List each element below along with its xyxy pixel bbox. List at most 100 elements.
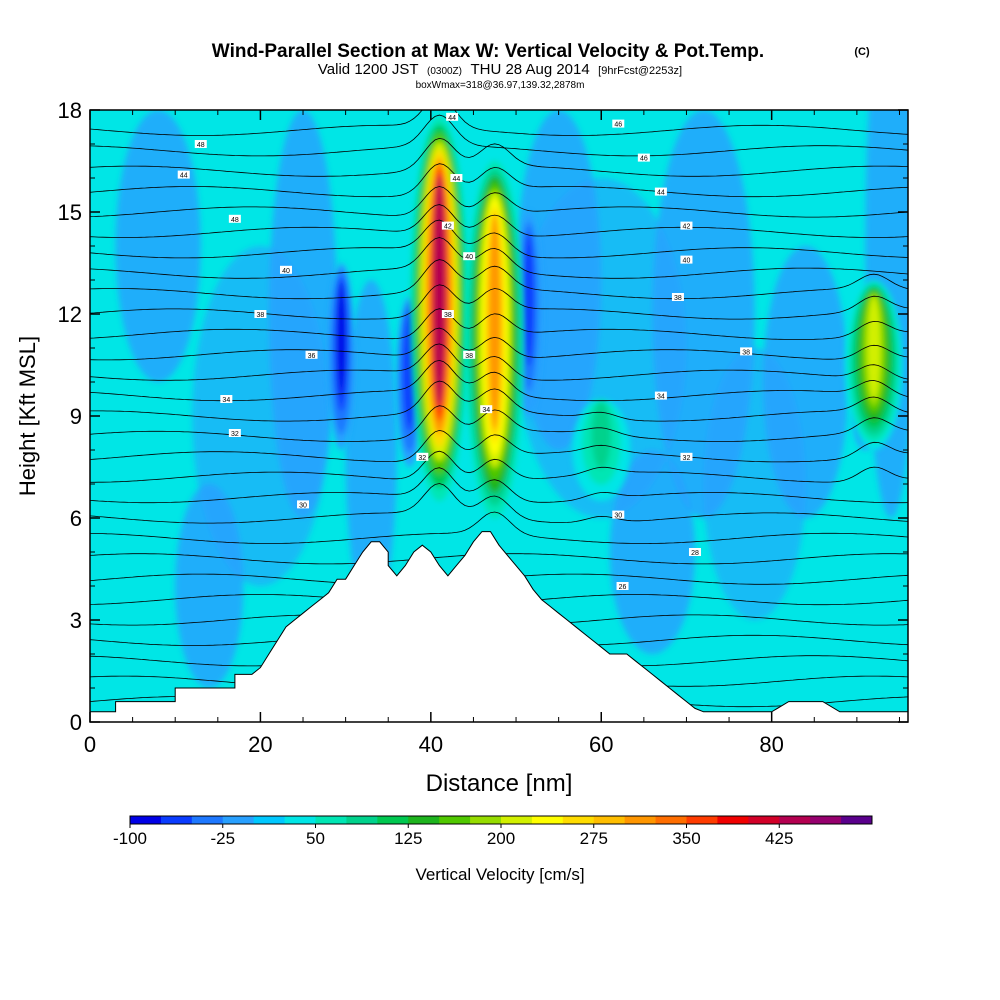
y-tick-label: 18 — [58, 98, 82, 123]
downdraft-band — [337, 282, 346, 396]
colorbar-swatch — [531, 816, 564, 824]
contour-label-text: 44 — [180, 173, 188, 180]
contour-label-text: 34 — [657, 394, 665, 401]
colorbar-tick-label: -100 — [113, 829, 147, 848]
theta-contour-label: 32 — [228, 429, 241, 438]
contour-label-text: 44 — [452, 176, 460, 183]
contour-label-text: 46 — [614, 122, 622, 129]
colorbar-swatch — [501, 816, 533, 824]
theta-contour-label: 48 — [194, 140, 207, 149]
theta-contour-label: 48 — [228, 214, 241, 224]
theta-contour-line — [90, 429, 908, 463]
contour-label-text: 46 — [640, 156, 648, 163]
theta-contour-label: 38 — [463, 350, 476, 360]
y-tick-label: 12 — [58, 302, 82, 327]
colorbar-swatch — [191, 816, 224, 824]
contour-label-text: 32 — [231, 431, 239, 438]
theta-contour-label: 44 — [177, 170, 190, 180]
contour-label-bg — [612, 510, 625, 519]
contour-label-bg — [297, 500, 310, 509]
y-axis-label: Height [Kft MSL] — [15, 336, 40, 496]
contour-label-bg — [740, 347, 753, 356]
colorbar-swatch — [315, 816, 347, 824]
copyright-mark: (C) — [854, 46, 870, 58]
contour-label-bg — [654, 391, 667, 400]
theta-contour-label: 38 — [441, 310, 454, 319]
contour-label-text: 38 — [257, 312, 265, 319]
theta-contour-label: 42 — [441, 221, 454, 231]
colorbar-tick-label: 200 — [487, 829, 515, 848]
colorbar-swatch — [284, 816, 316, 824]
updraft-core — [465, 161, 524, 518]
plot-area: 4844484038363432304444424038383432464644… — [58, 98, 909, 757]
contour-label-bg — [446, 112, 459, 121]
contour-label-bg — [279, 265, 292, 274]
y-tick-label: 6 — [70, 506, 82, 531]
contour-label-bg — [228, 429, 241, 437]
valid-time-line: Valid 1200 JST (0300Z) THU 28 Aug 2014 [… — [318, 61, 682, 78]
theta-contour-line — [90, 450, 908, 483]
contour-label-text: 34 — [222, 397, 230, 404]
contour-label-text: 38 — [465, 353, 473, 360]
colorbar-swatch — [222, 816, 255, 824]
x-tick-label: 20 — [248, 732, 272, 757]
theta-contour-line — [90, 511, 908, 544]
theta-contour-label: 44 — [654, 187, 667, 197]
updraft-band — [433, 174, 446, 408]
colorbar-swatch — [717, 816, 749, 824]
contour-label-text: 34 — [482, 407, 490, 414]
theta-contour-line — [90, 380, 908, 422]
updraft-core — [572, 399, 631, 501]
theta-contour-label: 32 — [680, 452, 693, 462]
contour-label-text: 48 — [231, 217, 239, 224]
updraft-band — [595, 401, 608, 464]
contour-label-text: 44 — [657, 190, 665, 197]
colorbar-tick-label: 125 — [394, 829, 422, 848]
downdraft-band — [524, 234, 534, 359]
theta-contour-label: 40 — [279, 265, 292, 275]
contour-label-bg — [463, 350, 476, 359]
colorbar-label: Vertical Velocity [cm/s] — [415, 865, 584, 884]
colorbar-swatch — [439, 816, 471, 824]
theta-contour-label: 34 — [480, 405, 493, 414]
theta-contour-label: 34 — [220, 395, 233, 404]
contour-label-text: 36 — [308, 353, 316, 360]
theta-contour-label: 30 — [297, 500, 310, 509]
contour-label-text: 30 — [614, 513, 622, 520]
theta-contour-line — [90, 259, 908, 300]
colorbar-tick-label: 350 — [672, 829, 700, 848]
colorbar-swatch — [748, 816, 780, 824]
contour-label-bg — [612, 119, 625, 128]
contour-label-text: 42 — [683, 224, 691, 231]
theta-contour-label: 46 — [612, 119, 625, 129]
colorbar-swatch — [346, 816, 378, 824]
contour-label-text: 32 — [418, 455, 426, 462]
contour-label-bg — [480, 405, 493, 414]
colorbar-swatch — [562, 816, 595, 824]
x-tick-label: 60 — [589, 732, 613, 757]
contour-label-text: 32 — [683, 455, 691, 462]
contour-label-bg — [671, 293, 684, 301]
theta-contour-label: 34 — [654, 391, 667, 401]
contour-label-bg — [616, 582, 629, 590]
contour-label-bg — [637, 153, 650, 162]
contour-label-bg — [688, 548, 701, 556]
colorbar-swatch — [810, 816, 842, 824]
contour-label-bg — [680, 255, 693, 264]
neutral-patch — [192, 246, 329, 586]
theta-contour-line — [90, 405, 908, 442]
contour-label-bg — [254, 310, 267, 318]
weak-downdraft-patch — [345, 280, 397, 620]
theta-contour-line — [90, 204, 908, 238]
theta-contour-label: 36 — [305, 350, 318, 360]
y-tick-label: 0 — [70, 710, 82, 735]
theta-contour-label: 38 — [671, 293, 684, 302]
contour-label-text: 30 — [299, 502, 307, 509]
contour-label-text: 42 — [444, 224, 452, 231]
neutral-patch — [516, 178, 687, 518]
weak-downdraft-patch — [115, 110, 201, 382]
contour-label-bg — [194, 140, 207, 148]
contour-label-text: 38 — [674, 295, 682, 302]
